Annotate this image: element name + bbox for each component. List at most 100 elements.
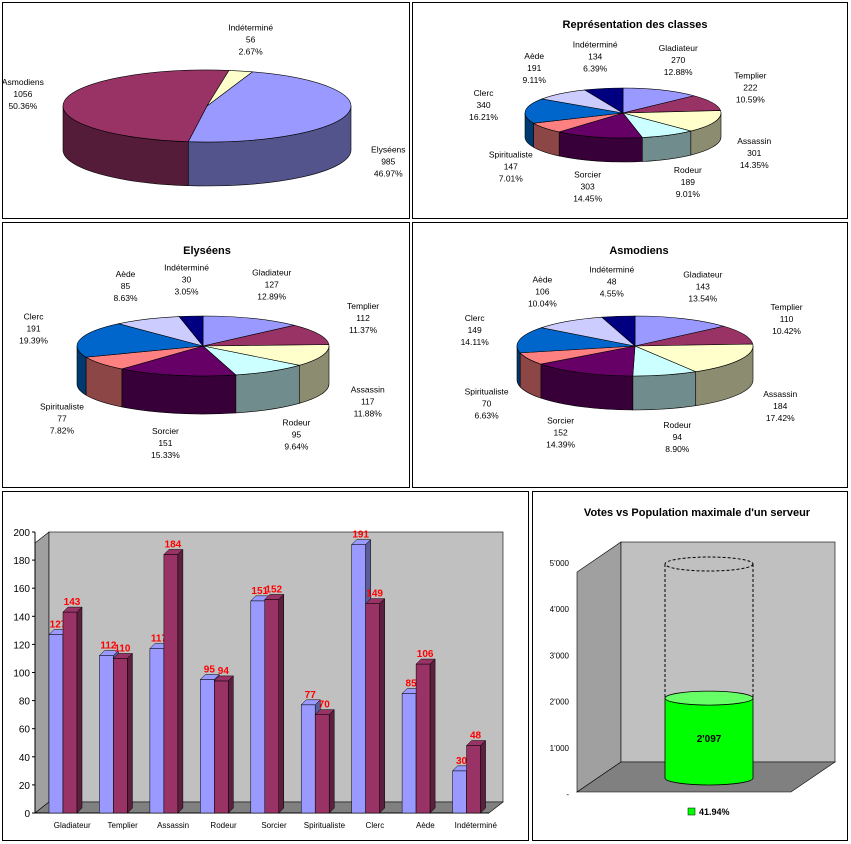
bar-assassin-s2 <box>163 548 184 814</box>
slice-name: Sorcier <box>574 170 601 180</box>
slice-percent: 10.42% <box>772 326 801 336</box>
pie-label-templier: Templier 222 10.59% <box>734 70 766 104</box>
pie-label-spiritualiste: Spiritualiste 70 6.63% <box>465 386 509 420</box>
pie-label-assassin: Assassin 301 14.35% <box>737 136 771 170</box>
slice-name: Elyséens <box>371 145 406 155</box>
slice-value: 184 <box>773 401 787 411</box>
slice-percent: 14.39% <box>546 439 575 449</box>
slice-value: 112 <box>356 313 370 323</box>
pie-slice-indetermine <box>206 70 254 107</box>
bar-data-label: 95 <box>204 665 216 676</box>
bar-data-label: 184 <box>165 539 182 550</box>
bar-data-label: 151 <box>251 586 268 597</box>
slice-percent: 3.05% <box>174 287 199 297</box>
slice-name: Sorcier <box>152 426 179 436</box>
chart-title: Votes vs Population maximale d'un serveu… <box>584 507 811 519</box>
bar-templier-s2 <box>112 652 134 814</box>
y-tick-label: 0 <box>24 809 30 820</box>
y-tick-label: 180 <box>13 556 30 567</box>
slice-value: 191 <box>26 324 40 334</box>
slice-name: Gladiateur <box>659 43 698 53</box>
pie-label-rodeur: Rodeur 95 9.64% <box>282 418 310 452</box>
slice-value: 110 <box>780 314 794 324</box>
slice-name: Aède <box>532 275 552 285</box>
pie-label-indetermine: Indéterminé 48 4.55% <box>589 264 634 298</box>
slice-value: 152 <box>554 427 568 437</box>
slice-percent: 7.82% <box>50 425 75 435</box>
pie-slice-sorcier <box>121 345 237 377</box>
slice-name: Clerc <box>465 313 486 323</box>
slice-value: 30 <box>182 275 192 285</box>
slice-percent: 16.21% <box>469 112 498 122</box>
slice-value: 303 <box>581 182 595 192</box>
bar-front <box>149 648 165 814</box>
pie-label-sorcier: Sorcier 151 15.33% <box>151 426 180 460</box>
pie-label-gladiateur: Gladiateur 143 13.54% <box>683 269 722 303</box>
cylinder-body <box>664 697 754 786</box>
bar-gladiateur-s2 <box>62 606 83 814</box>
bar-data-label: 30 <box>456 756 468 767</box>
slice-name: Templier <box>771 302 803 312</box>
slice-percent: 10.04% <box>528 299 557 309</box>
y-tick-label: 3'000 <box>550 651 570 660</box>
bar-classes-chart: 0 20 40 60 80 100 120 140 160 180 200 Gladiateur 127… <box>13 528 504 830</box>
pie-classes-chart: Représentation des classes Gladiateur 270 1… <box>469 19 771 204</box>
slice-percent: 8.63% <box>113 293 138 303</box>
pie-slice-templier <box>202 325 330 347</box>
y-tick-label: 80 <box>19 697 31 708</box>
pie-side-rodeur <box>632 371 697 411</box>
bar-side <box>429 658 436 814</box>
slice-percent: 19.39% <box>19 336 48 346</box>
pie-slice-elyseens <box>187 71 352 143</box>
pie-slice-asmodiens <box>62 69 230 143</box>
bar-front <box>314 714 330 814</box>
slice-percent: 14.11% <box>461 337 490 347</box>
slice-name: Assassin <box>763 389 797 399</box>
bar-front <box>415 663 431 814</box>
slice-value: 985 <box>381 157 395 167</box>
slice-name: Gladiateur <box>683 269 722 279</box>
x-tick-label: Assassin <box>157 821 189 830</box>
bar-side <box>76 606 83 814</box>
y-tick-label: 4'000 <box>550 605 570 614</box>
bar-side <box>127 652 133 814</box>
bar-side <box>379 598 385 814</box>
legend-swatch <box>687 807 696 816</box>
pie-label-assassin: Assassin 184 17.42% <box>763 389 797 423</box>
slice-value: 222 <box>743 82 757 92</box>
pie-slice-clerc <box>516 327 636 354</box>
chart-title: Représentation des classes <box>563 19 708 31</box>
slice-value: 147 <box>504 162 518 172</box>
pie-label-indetermine: Indéterminé 134 6.39% <box>573 40 618 74</box>
x-tick-label: Spiritualiste <box>304 821 346 830</box>
y-tick-label: 100 <box>13 669 30 680</box>
y-tick-label: 40 <box>19 753 31 764</box>
x-tick-label: Sorcier <box>261 821 287 830</box>
y-tick-label: 2'000 <box>550 698 570 707</box>
slice-value: 189 <box>681 177 695 187</box>
pie-factions-chart: Elyséens 985 46.97% Asmodiens 1056 50.36% Indé… <box>3 22 406 187</box>
cylinder-value-label: 2'097 <box>697 734 722 745</box>
pie-slice-sorcier <box>559 112 643 139</box>
pie-slice-indetermine <box>601 315 636 347</box>
slice-name: Indéterminé <box>228 22 273 32</box>
legend-label: 41.94% <box>699 807 730 817</box>
pie-elyseens-panel: Elyséens Gladiateur 127 12.89% Templier 112 11… <box>2 222 410 488</box>
slice-percent: 6.63% <box>475 410 500 420</box>
slice-percent: 11.88% <box>354 408 383 418</box>
bar-indetermine-s2 <box>465 739 487 814</box>
slice-percent: 13.54% <box>688 293 717 303</box>
bar-front <box>365 603 380 814</box>
pie-label-aede: Aède 106 10.04% <box>528 275 557 309</box>
pie-label-templier: Templier 110 10.42% <box>771 302 803 336</box>
pie-label-clerc: Clerc 149 14.11% <box>461 313 490 347</box>
bar-data-label: 191 <box>352 530 369 541</box>
y-tick-label: 120 <box>13 640 30 651</box>
slice-percent: 8.90% <box>665 444 690 454</box>
bar-aede-s2 <box>415 658 436 814</box>
slice-value: 301 <box>747 148 761 158</box>
pie-slice-gladiateur <box>634 315 724 347</box>
slice-name: Assassin <box>351 384 385 394</box>
x-tick-label: Templier <box>108 821 139 830</box>
slice-percent: 9.64% <box>284 442 309 452</box>
